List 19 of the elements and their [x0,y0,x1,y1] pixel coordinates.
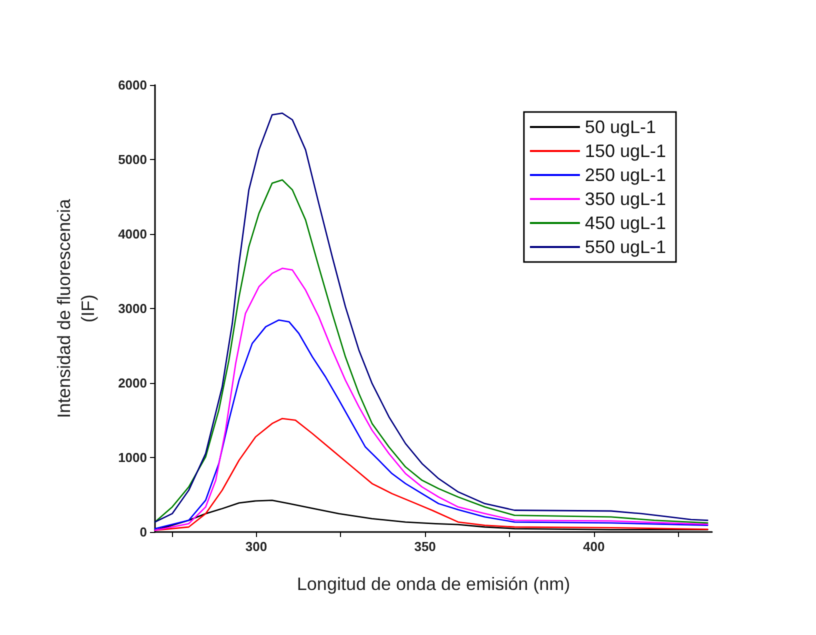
legend-label: 550 ugL-1 [584,237,666,257]
y-tick-label: 4000 [118,226,147,242]
x-axis-title: Longitud de onda de emisión (nm) [296,574,570,594]
legend-label: 50 ugL-1 [584,117,656,137]
x-tick-label: 400 [582,539,605,554]
legend-label: 350 ugL-1 [584,189,666,209]
y-axis-title: Intensidad de fluorescencia (IF) [54,198,98,418]
legend-label: 250 ugL-1 [584,165,666,185]
y-tick-label: 6000 [118,78,147,92]
x-tick-label: 300 [245,539,268,554]
y-tick-label: 3000 [118,301,147,316]
x-tick-label: 350 [414,539,436,554]
y-tick-label: 1000 [118,450,147,465]
y-tick-label: 2000 [118,376,147,390]
legend-label: 450 ugL-1 [584,213,666,233]
legend-label: 150 ugL-1 [584,141,666,161]
y-tick-label: 5000 [118,152,147,167]
y-tick-label: 0 [140,524,147,540]
line-series [154,112,708,523]
